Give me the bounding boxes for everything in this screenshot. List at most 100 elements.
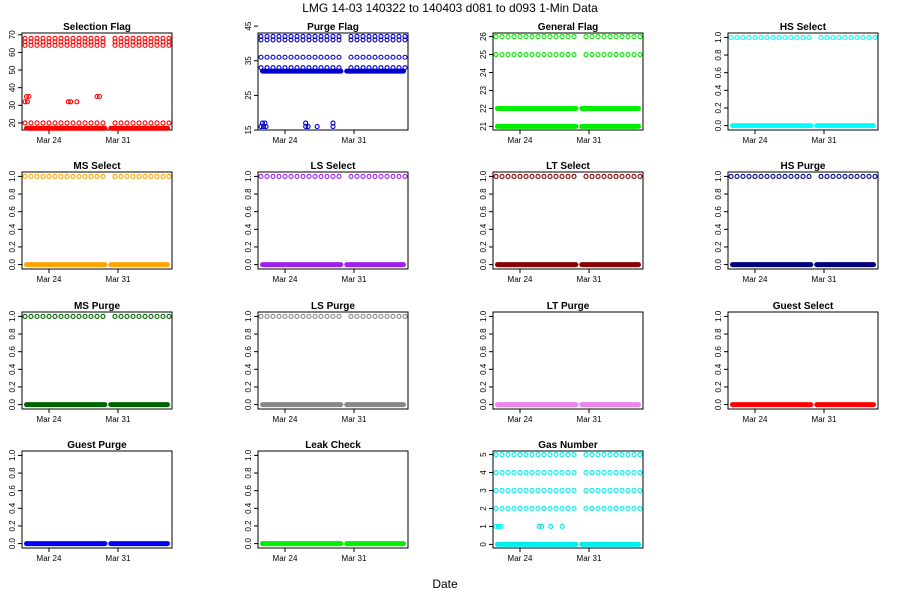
data-point xyxy=(830,34,836,40)
data-point xyxy=(505,470,511,476)
data-point xyxy=(154,173,160,179)
data-point xyxy=(517,470,523,476)
y-tick-label: 23 xyxy=(479,85,488,94)
data-point xyxy=(136,120,142,126)
data-point xyxy=(553,173,559,179)
data-point xyxy=(619,470,625,476)
y-tick-label: 0.0 xyxy=(244,258,253,270)
plot-frame xyxy=(727,171,879,270)
data-point xyxy=(282,173,288,179)
data-point xyxy=(637,487,643,494)
x-tick-label: Mar 31 xyxy=(342,554,367,563)
data-point xyxy=(589,487,595,494)
data-point xyxy=(571,52,577,58)
data-point xyxy=(28,120,34,126)
data-point xyxy=(517,34,523,40)
data-point xyxy=(52,35,58,41)
data-point xyxy=(553,52,559,58)
data-point xyxy=(547,173,553,179)
data-point xyxy=(583,470,589,476)
data-point xyxy=(58,173,64,179)
data-point xyxy=(390,54,396,60)
data-point xyxy=(354,54,360,60)
data-point xyxy=(124,173,130,179)
data-point xyxy=(728,173,734,179)
x-tick-label: Mar 24 xyxy=(37,415,62,424)
dense-point-band xyxy=(344,68,406,74)
data-point xyxy=(631,34,637,40)
data-point xyxy=(282,65,288,71)
data-point xyxy=(565,505,571,512)
y-tick-label: 0.6 xyxy=(244,346,253,358)
data-point xyxy=(124,313,130,319)
x-tick-label: Mar 31 xyxy=(106,415,131,424)
data-point xyxy=(613,505,619,512)
data-point xyxy=(625,487,631,494)
data-point xyxy=(312,173,318,179)
data-point xyxy=(541,487,547,494)
data-point xyxy=(282,33,288,40)
data-point xyxy=(348,54,354,60)
dense-point-band xyxy=(260,402,344,408)
data-point xyxy=(541,452,547,458)
data-point xyxy=(372,54,378,60)
data-point xyxy=(58,313,64,319)
y-tick-label: 1.0 xyxy=(8,449,17,461)
data-point xyxy=(854,173,860,179)
data-point xyxy=(523,487,529,494)
data-point xyxy=(601,487,607,494)
data-point xyxy=(505,505,511,512)
data-point xyxy=(318,65,324,71)
data-point xyxy=(539,523,545,529)
y-tick-label: 0.8 xyxy=(8,188,17,200)
x-axis-label: Date xyxy=(432,577,458,591)
data-point xyxy=(770,34,776,40)
y-tick-label: 0.4 xyxy=(244,223,253,235)
data-point xyxy=(553,34,559,40)
data-point xyxy=(523,470,529,476)
data-point xyxy=(64,120,70,126)
y-tick-label: 0.0 xyxy=(479,398,488,410)
data-point xyxy=(523,452,529,458)
data-point xyxy=(64,35,70,41)
data-point xyxy=(360,33,366,40)
data-point xyxy=(499,487,505,494)
data-point xyxy=(559,505,565,512)
data-point xyxy=(493,470,499,476)
data-point xyxy=(517,452,523,458)
data-point xyxy=(517,505,523,512)
data-point xyxy=(499,452,505,458)
x-tick-label: Mar 24 xyxy=(37,275,62,284)
y-tick-label: 26 xyxy=(479,32,488,41)
data-point xyxy=(631,470,637,476)
y-tick-label: 0.8 xyxy=(714,49,723,61)
data-point xyxy=(148,120,154,126)
data-point xyxy=(88,120,94,126)
data-point xyxy=(595,173,601,179)
data-point xyxy=(595,470,601,476)
data-point xyxy=(740,34,746,40)
data-point xyxy=(270,33,276,40)
data-point xyxy=(860,34,866,40)
y-tick-label: 0.4 xyxy=(244,363,253,375)
data-point xyxy=(583,487,589,494)
data-point xyxy=(100,173,106,179)
data-point xyxy=(94,120,100,126)
data-point xyxy=(589,173,595,179)
dense-point-band xyxy=(495,262,579,268)
data-point xyxy=(601,470,607,476)
y-tick-label: 0.6 xyxy=(8,206,17,218)
data-point xyxy=(818,173,824,179)
data-points xyxy=(493,452,643,547)
data-point xyxy=(637,452,643,458)
data-point xyxy=(541,470,547,476)
dense-point-band xyxy=(730,402,814,408)
data-point xyxy=(511,452,517,458)
data-point xyxy=(619,505,625,512)
y-tick-label: 0.4 xyxy=(8,502,17,514)
data-point xyxy=(88,173,94,179)
data-points xyxy=(493,173,643,268)
y-tick-label: 1.0 xyxy=(714,310,723,322)
y-tick-label: 2 xyxy=(479,506,488,511)
data-point xyxy=(288,173,294,179)
